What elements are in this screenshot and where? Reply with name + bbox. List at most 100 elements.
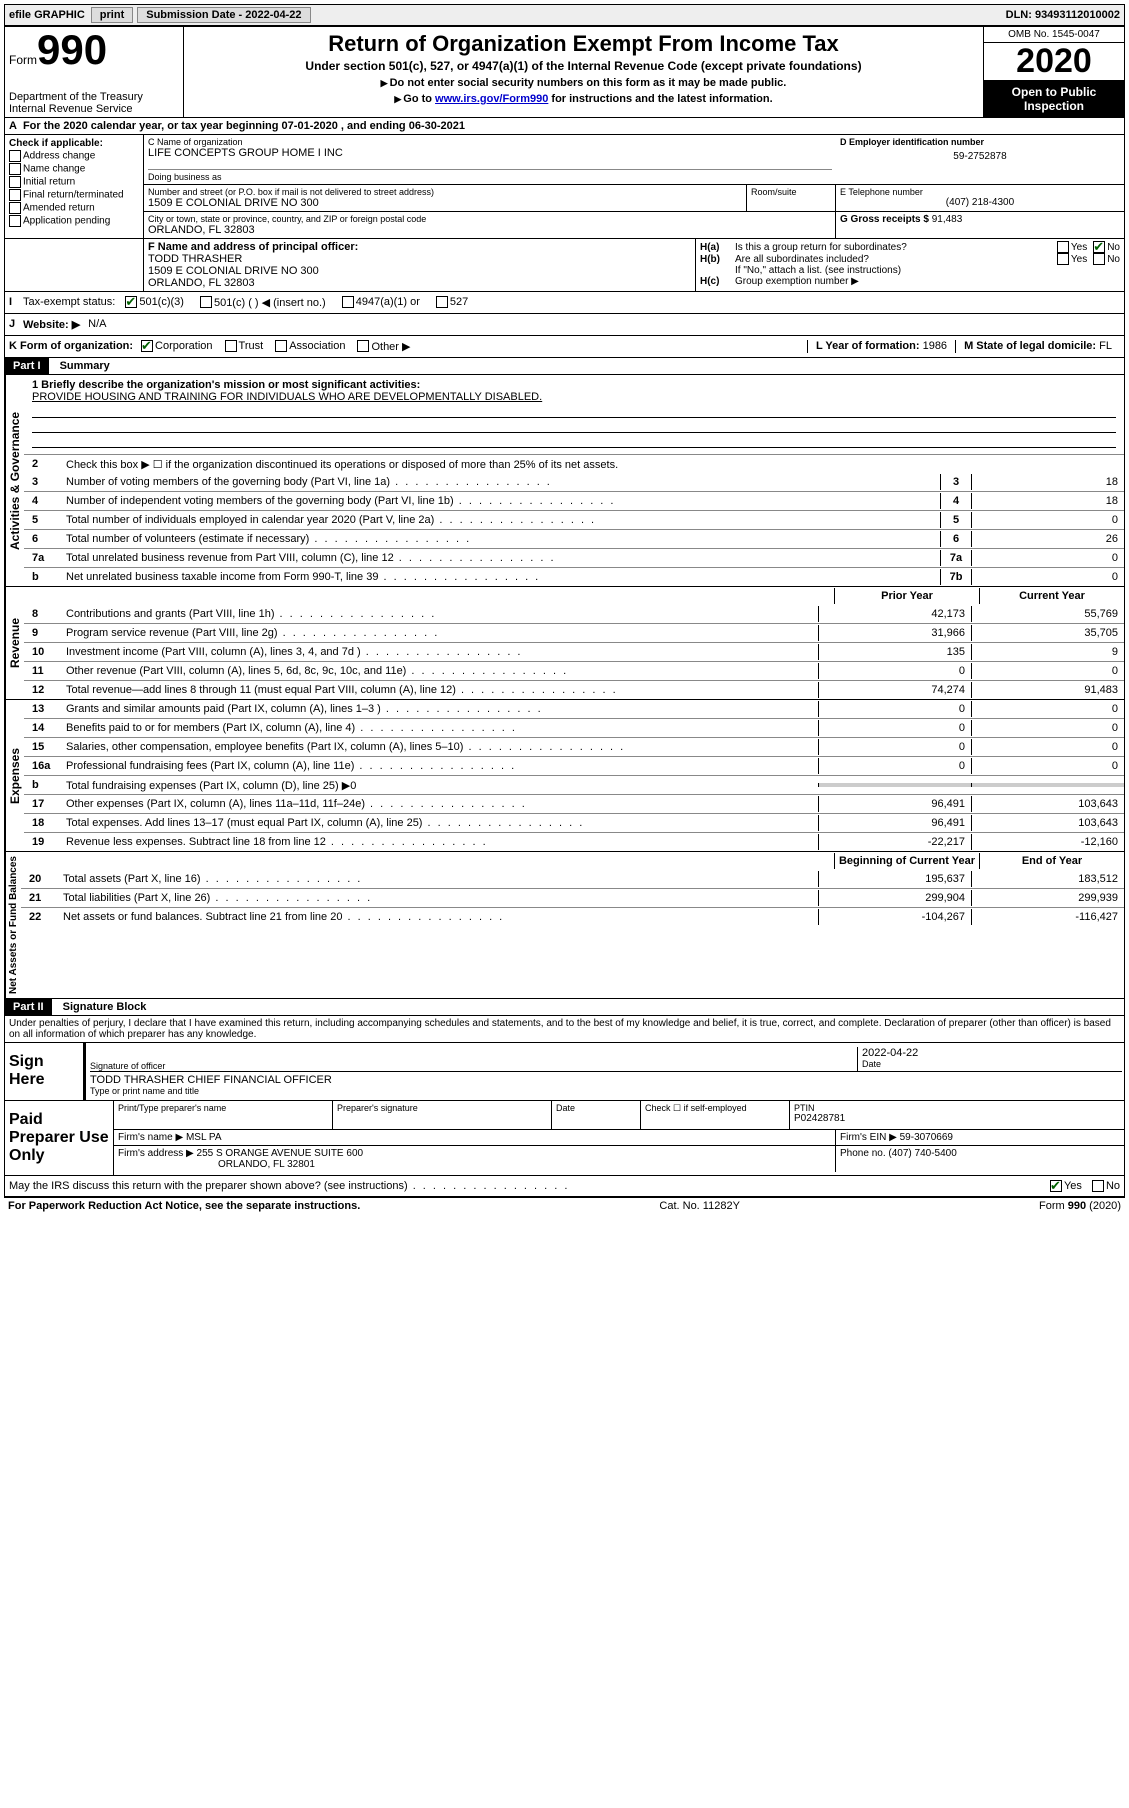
cb-address-change[interactable] xyxy=(9,150,21,162)
firm-name-label: Firm's name ▶ xyxy=(118,1132,183,1143)
row-num: 20 xyxy=(21,873,59,885)
cb-501c[interactable] xyxy=(200,296,212,308)
data-row: 20 Total assets (Part X, line 16) 195,63… xyxy=(21,870,1124,888)
row-prior: -104,267 xyxy=(818,909,971,925)
data-row: 18 Total expenses. Add lines 13–17 (must… xyxy=(24,813,1124,832)
row-box: 7b xyxy=(940,569,971,585)
ha-yes[interactable] xyxy=(1057,241,1069,253)
dept-text: Department of the Treasury Internal Reve… xyxy=(9,91,179,115)
footer-mid: Cat. No. 11282Y xyxy=(659,1200,740,1212)
row-current: 0 xyxy=(971,663,1124,679)
gov-row: 4 Number of independent voting members o… xyxy=(24,491,1124,510)
row-num: 4 xyxy=(24,495,62,507)
topbar: efile GRAPHIC print Submission Date - 20… xyxy=(4,4,1125,26)
dba-label: Doing business as xyxy=(148,169,832,182)
row-prior: 42,173 xyxy=(818,606,971,622)
cb-label-1: Name change xyxy=(23,164,85,175)
instr-link-row: Go to www.irs.gov/Form990 for instructio… xyxy=(188,93,979,105)
tab-revenue: Revenue xyxy=(5,587,24,699)
row-current: -116,427 xyxy=(971,909,1124,925)
main-title: Return of Organization Exempt From Incom… xyxy=(188,31,979,57)
right-head-box: OMB No. 1545-0047 2020 Open to Public In… xyxy=(983,27,1124,117)
firm-name: MSL PA xyxy=(186,1132,222,1143)
row-num: 16a xyxy=(24,760,62,772)
line1-label: 1 Briefly describe the organization's mi… xyxy=(32,379,1116,391)
cb-527[interactable] xyxy=(436,296,448,308)
cb-initial-return[interactable] xyxy=(9,176,21,188)
cb-final-return[interactable] xyxy=(9,189,21,201)
row-prior: 74,274 xyxy=(818,682,971,698)
period-row: A For the 2020 calendar year, or tax yea… xyxy=(4,118,1125,135)
blank-line-3 xyxy=(32,435,1116,448)
klm-row: K Form of organization: Corporation Trus… xyxy=(4,336,1125,358)
row-prior: 0 xyxy=(818,720,971,736)
print-button[interactable]: print xyxy=(91,7,133,23)
form990-link[interactable]: www.irs.gov/Form990 xyxy=(435,93,548,105)
hb-yes[interactable] xyxy=(1057,253,1069,265)
opt-trust: Trust xyxy=(239,340,264,353)
instr2-pre: Go to xyxy=(403,93,435,105)
part2-title: Signature Block xyxy=(63,1001,147,1013)
data-row: 13 Grants and similar amounts paid (Part… xyxy=(24,700,1124,718)
row-num: 3 xyxy=(24,476,62,488)
boxm-label: M State of legal domicile: xyxy=(964,340,1096,352)
gross-value: 91,483 xyxy=(932,214,963,225)
cb-app-pending[interactable] xyxy=(9,215,21,227)
discuss-no[interactable] xyxy=(1092,1180,1104,1192)
discuss-yes[interactable] xyxy=(1050,1180,1062,1192)
boxk-label: K Form of organization: xyxy=(9,340,133,353)
gov-row: 3 Number of voting members of the govern… xyxy=(24,473,1124,491)
part1-title: Summary xyxy=(60,360,110,372)
row-prior: 96,491 xyxy=(818,815,971,831)
row-text: Investment income (Part VIII, column (A)… xyxy=(62,644,818,660)
cb-amended[interactable] xyxy=(9,202,21,214)
org-name-label: C Name of organization xyxy=(148,137,832,147)
row-val: 18 xyxy=(971,474,1124,490)
row-text: Grants and similar amounts paid (Part IX… xyxy=(62,701,818,717)
col-prior: Prior Year xyxy=(834,588,979,604)
row-num: 13 xyxy=(24,703,62,715)
hb-no[interactable] xyxy=(1093,253,1105,265)
data-row: 9 Program service revenue (Part VIII, li… xyxy=(24,623,1124,642)
form-prefix: Form xyxy=(9,53,37,67)
type-name-label: Type or print name and title xyxy=(90,1086,1122,1096)
row-current: 55,769 xyxy=(971,606,1124,622)
ha-no[interactable] xyxy=(1093,241,1105,253)
row-num: 18 xyxy=(24,817,62,829)
cb-assoc[interactable] xyxy=(275,340,287,352)
row-prior: 299,904 xyxy=(818,890,971,906)
hb-yes-label: Yes xyxy=(1071,254,1087,265)
row-num: 14 xyxy=(24,722,62,734)
cb-501c3[interactable] xyxy=(125,296,137,308)
data-row: 17 Other expenses (Part IX, column (A), … xyxy=(24,794,1124,813)
cb-other[interactable] xyxy=(357,340,369,352)
hb-text: Are all subordinates included? xyxy=(735,254,1057,265)
hc-text: Group exemption number ▶ xyxy=(735,276,859,287)
part1: Part I Summary xyxy=(4,358,1125,375)
blank-line-2 xyxy=(32,420,1116,433)
ein-label: D Employer identification number xyxy=(840,137,1120,147)
data-row: 12 Total revenue—add lines 8 through 11 … xyxy=(24,680,1124,699)
submission-date: Submission Date - 2022-04-22 xyxy=(137,7,310,23)
phone-label: E Telephone number xyxy=(840,187,1120,197)
col-end: End of Year xyxy=(979,853,1124,869)
cb-name-change[interactable] xyxy=(9,163,21,175)
row-num: 15 xyxy=(24,741,62,753)
hb-note: If "No," attach a list. (see instruction… xyxy=(700,265,1120,276)
officer-name: TODD THRASHER xyxy=(148,253,691,265)
footer-left: For Paperwork Reduction Act Notice, see … xyxy=(8,1200,360,1212)
row-prior: 0 xyxy=(818,739,971,755)
footer-form-num: 990 xyxy=(1068,1200,1086,1212)
cb-4947[interactable] xyxy=(342,296,354,308)
row-num: 5 xyxy=(24,514,62,526)
footer-right: Form 990 (2020) xyxy=(1039,1200,1121,1212)
row-i: I xyxy=(9,296,23,309)
cb-corp[interactable] xyxy=(141,340,153,352)
gov-row: 7a Total unrelated business revenue from… xyxy=(24,548,1124,567)
row-text: Other revenue (Part VIII, column (A), li… xyxy=(62,663,818,679)
cb-label-0: Address change xyxy=(23,151,95,162)
officer-addr2: ORLANDO, FL 32803 xyxy=(148,277,691,289)
cb-trust[interactable] xyxy=(225,340,237,352)
rev-section: Revenue Prior Year Current Year 8 Contri… xyxy=(4,587,1125,700)
title-box: Return of Organization Exempt From Incom… xyxy=(184,27,983,117)
